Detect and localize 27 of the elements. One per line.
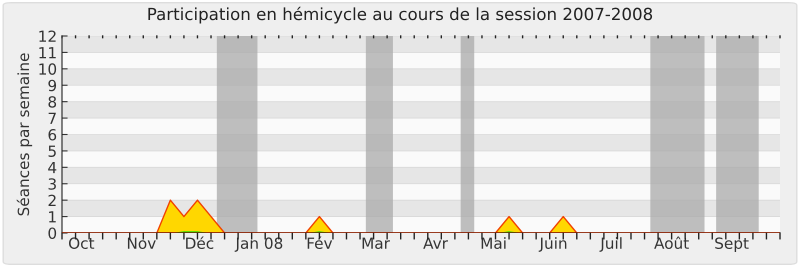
y-tick-label: 1: [49, 211, 56, 222]
y-tick-label: 2: [48, 194, 56, 206]
y-tick-label: 8: [48, 96, 56, 108]
y-tick-label: 7: [48, 112, 56, 124]
y-tick-label: 12: [39, 30, 56, 42]
y-tick-label: 5: [48, 146, 56, 157]
y-tick-label: 9: [48, 80, 56, 92]
y-tick-label: 6: [48, 128, 56, 141]
x-tick-label: Fév: [308, 236, 332, 249]
x-tick-label: Jan 08: [234, 237, 282, 252]
x-tick-label: Août: [654, 236, 689, 249]
y-tick-label: 3: [48, 178, 56, 190]
y-tick-label: 4: [48, 162, 56, 174]
chart-title: Participation en hémicycle au cours de la session 2007-2008: [148, 6, 652, 24]
x-tick-label: Sept: [715, 237, 749, 252]
y-tick-label: 10: [39, 63, 56, 75]
x-tick-label: Avr: [423, 238, 448, 249]
y-tick-label: 0: [48, 227, 56, 240]
y-axis-title: Séances par semaine: [16, 53, 32, 216]
x-tick-label: Mar: [362, 238, 390, 249]
x-tick-label: Mai: [482, 237, 506, 249]
x-tick-label: Oct: [69, 237, 94, 249]
x-tick-label: Juin: [538, 237, 566, 252]
x-tick-label: Déc: [186, 236, 214, 249]
y-tick-label: 11: [39, 47, 56, 58]
x-tick-label: Nov: [128, 238, 156, 249]
x-tick-label: Juil: [600, 237, 622, 252]
